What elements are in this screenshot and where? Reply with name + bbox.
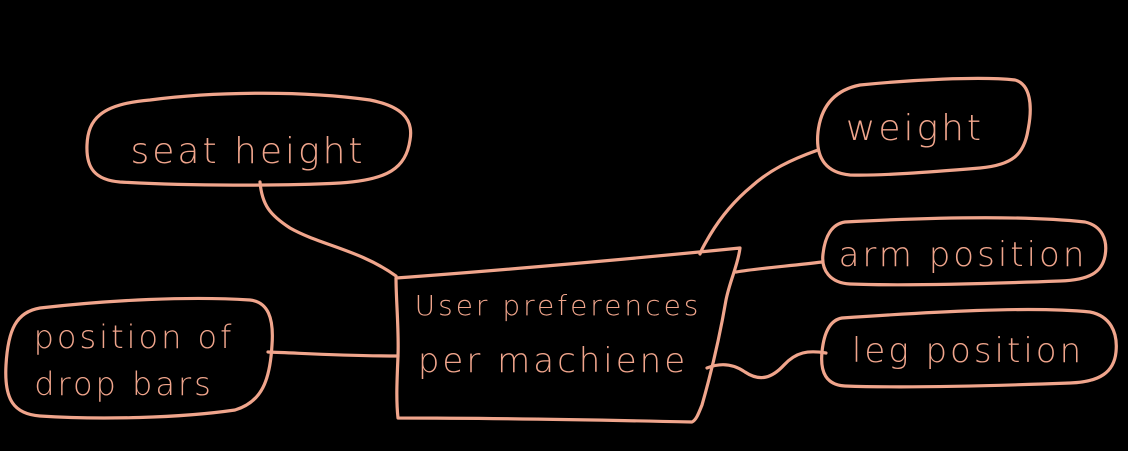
node-position-of-drop-bars-outline bbox=[4, 296, 274, 420]
node-seat-height: seat height bbox=[85, 91, 413, 187]
connector-weight bbox=[698, 148, 820, 256]
node-position-of-drop-bars-line-2: drop bars bbox=[34, 365, 214, 403]
node-weight-outline bbox=[815, 76, 1032, 177]
central-node-line-1: User preferences bbox=[415, 289, 702, 322]
connector-position-of-drop-bars bbox=[266, 350, 400, 358]
node-leg-position: leg position bbox=[820, 307, 1118, 389]
node-weight-label: weight bbox=[846, 108, 984, 149]
node-arm-position-label: arm position bbox=[839, 235, 1088, 275]
node-position-of-drop-bars: position of drop bars bbox=[4, 296, 274, 420]
node-arm-position-outline bbox=[821, 216, 1108, 287]
node-weight: weight bbox=[815, 76, 1032, 177]
connector-arm-position bbox=[734, 260, 824, 274]
connector-seat-height bbox=[258, 180, 398, 278]
central-node-line-2: per machiene bbox=[418, 341, 688, 381]
node-leg-position-label: leg position bbox=[852, 331, 1084, 371]
node-seat-height-label: seat height bbox=[130, 131, 365, 172]
central-node-outline bbox=[394, 246, 742, 424]
connector-leg-position bbox=[705, 350, 828, 380]
node-leg-position-outline bbox=[820, 307, 1118, 389]
node-arm-position: arm position bbox=[821, 216, 1108, 287]
connectors bbox=[258, 148, 828, 380]
central-node: User preferences per machiene bbox=[394, 246, 742, 424]
node-position-of-drop-bars-line-1: position of bbox=[34, 318, 235, 356]
node-seat-height-outline bbox=[85, 91, 413, 187]
